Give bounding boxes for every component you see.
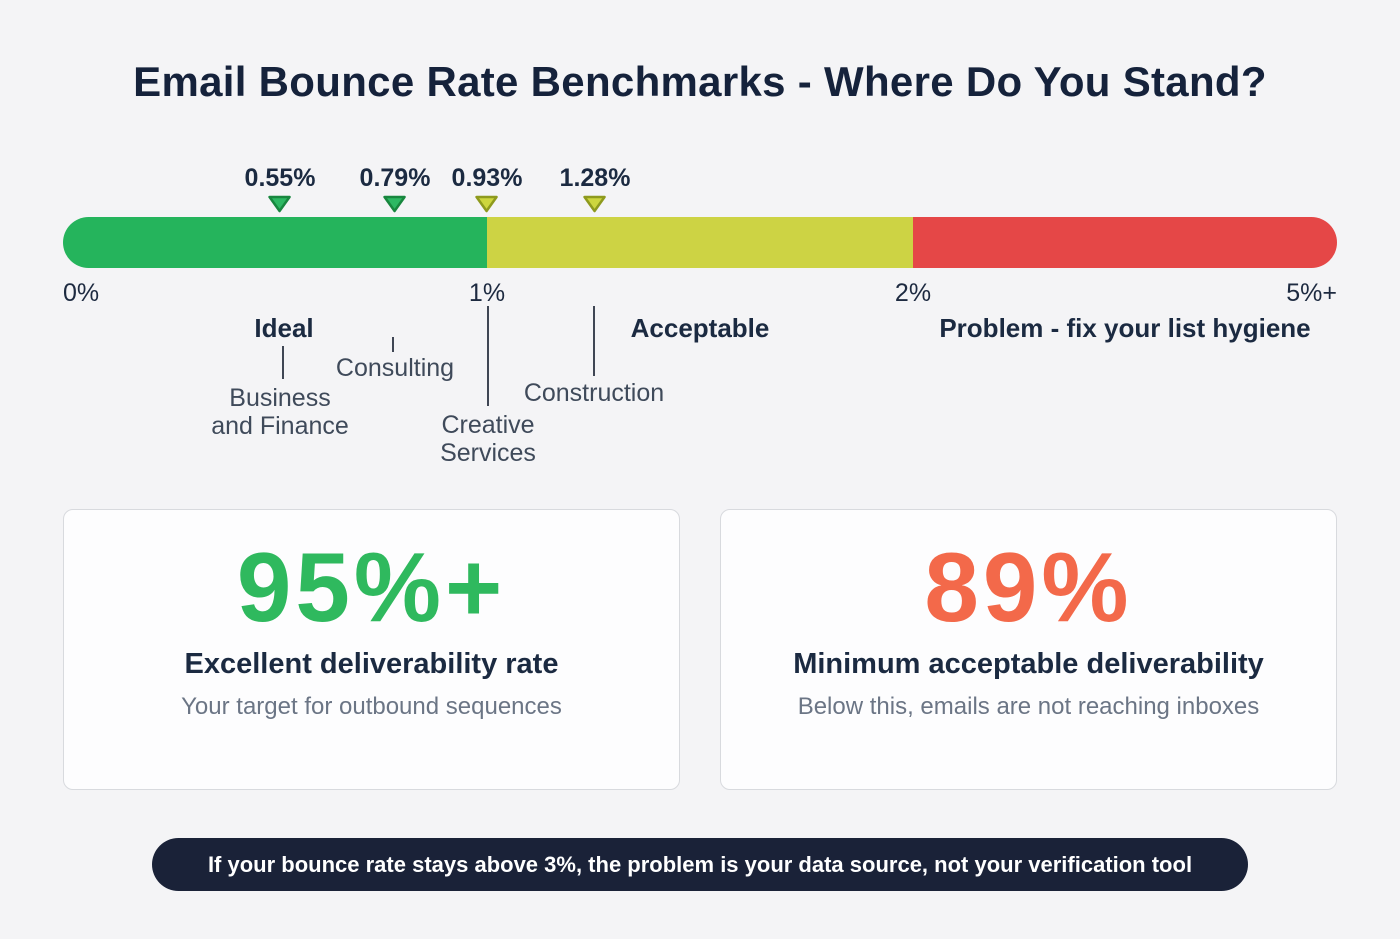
industry-label-consulting: Consulting [335,354,455,382]
card-minimum-deliverability: 89% Minimum acceptable deliverability Be… [720,509,1337,790]
stat-subtext: Below this, emails are not reaching inbo… [797,692,1260,720]
industry-label-creative-services: Creative Services [440,411,536,467]
bounce-rate-scale-bar [63,217,1337,268]
stat-heading: Minimum acceptable deliverability [793,647,1264,680]
page-title: Email Bounce Rate Benchmarks - Where Do … [133,58,1267,105]
axis-tick-1: 1% [468,279,506,307]
stat-subtext: Your target for outbound sequences [181,692,562,720]
benchmark-value: 1.28% [559,164,631,192]
zone-label-acceptable: Acceptable [630,313,770,343]
triangle-down-icon [268,195,292,213]
triangle-down-icon [583,195,607,213]
footer-note-text: If your bounce rate stays above 3%, the … [207,851,1193,877]
stat-value: 95%+ [236,532,507,642]
benchmark-marker-construction: 1.28% [559,164,631,213]
leader-line-business-finance [282,346,284,379]
industry-label-construction: Construction [523,379,665,407]
axis-tick-2: 2% [894,279,932,307]
stat-value: 89% [924,532,1133,642]
benchmark-marker-consulting: 0.79% [359,164,431,213]
industry-label-business-finance: Business and Finance [211,384,349,440]
footer-note-banner: If your bounce rate stays above 3%, the … [152,838,1248,891]
triangle-down-icon [383,195,407,213]
benchmark-value: 0.79% [359,164,431,192]
zone-label-ideal: Ideal [254,313,314,343]
leader-line-creative-services [487,306,489,406]
benchmark-marker-business-finance: 0.55% [244,164,316,213]
benchmark-value: 0.55% [244,164,316,192]
stat-heading: Excellent deliverability rate [184,647,559,680]
zone-ideal-segment [63,217,487,268]
triangle-down-icon [475,195,499,213]
benchmark-marker-creative-services: 0.93% [451,164,523,213]
card-excellent-deliverability: 95%+ Excellent deliverability rate Your … [63,509,680,790]
axis-tick-0: 0% [63,279,100,307]
zone-label-problem: Problem - fix your list hygiene [939,313,1311,343]
leader-line-consulting [392,337,394,352]
zone-acceptable-segment [487,217,913,268]
benchmark-value: 0.93% [451,164,523,192]
leader-line-construction [593,306,595,376]
axis-tick-5plus: 5%+ [1286,279,1337,307]
zone-problem-segment [913,217,1337,268]
